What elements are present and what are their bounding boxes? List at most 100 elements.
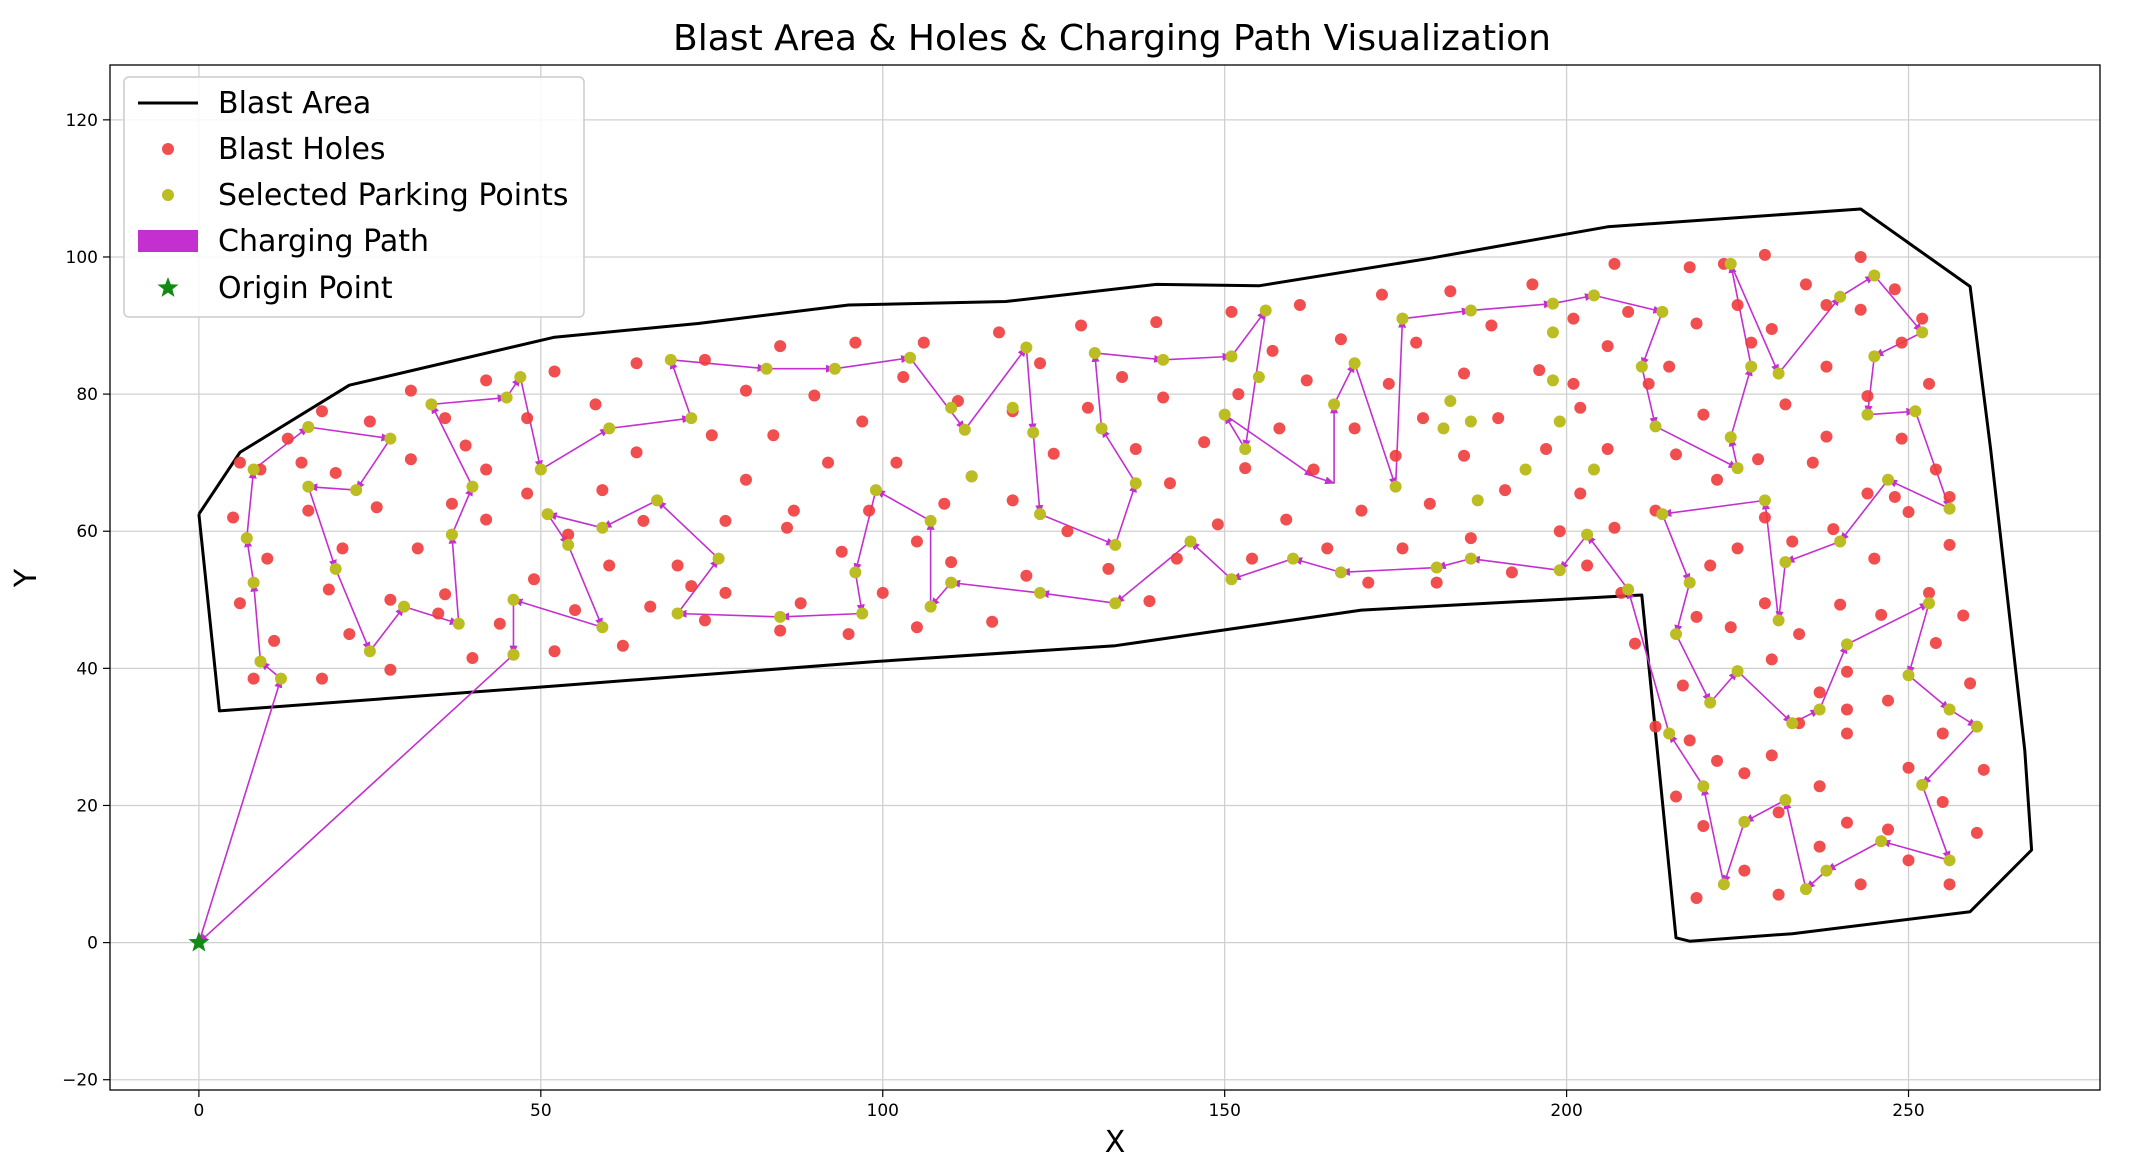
parking-point	[1635, 360, 1648, 373]
blast-hole-point	[1690, 892, 1703, 905]
blast-hole-point	[1854, 250, 1867, 263]
blast-hole-point	[1745, 336, 1758, 349]
blast-hole-point	[1362, 576, 1375, 589]
blast-hole-point	[521, 487, 534, 500]
parking-point	[1758, 494, 1771, 507]
blast-hole-point	[480, 374, 493, 387]
charging-path-segment	[1743, 799, 1786, 823]
charging-path-segment	[1775, 561, 1787, 622]
blast-hole-point	[1840, 703, 1853, 716]
blast-hole-point	[1813, 780, 1826, 793]
charging-path-segment	[1818, 643, 1848, 710]
charging-path-segment	[1722, 821, 1746, 886]
parking-point	[1581, 528, 1594, 541]
blast-hole-point	[268, 634, 281, 647]
blast-hole-point	[1670, 448, 1683, 461]
blast-hole-point	[637, 514, 650, 527]
blast-hole-point	[719, 586, 732, 599]
blast-hole-point	[1663, 360, 1676, 373]
blast-hole-point	[1793, 628, 1806, 641]
blast-hole-point	[938, 497, 951, 510]
charging-path-segment	[1674, 582, 1691, 636]
charging-path-segment	[540, 427, 611, 471]
blast-hole-point	[1923, 377, 1936, 390]
charging-path-segment	[1668, 732, 1705, 787]
blast-hole-point	[1697, 408, 1710, 421]
blast-hole-point	[890, 456, 903, 469]
blast-hole-point	[767, 429, 780, 442]
legend-label-path: Charging Path	[218, 224, 429, 259]
charging-path-segment	[1921, 784, 1951, 862]
parking-point	[1683, 576, 1696, 589]
parking-point	[1717, 878, 1730, 891]
blast-hole-point	[1888, 283, 1901, 296]
x-tick-label: 0	[193, 1101, 204, 1121]
blast-hole-point	[1273, 422, 1286, 435]
blast-hole-point	[302, 504, 315, 517]
blast-hole-point	[1574, 401, 1587, 414]
blast-hole-point	[521, 412, 534, 425]
blast-hole-point	[596, 484, 609, 497]
blast-hole-point	[1355, 504, 1368, 517]
blast-hole-point	[910, 621, 923, 634]
charging-path-segment	[1907, 602, 1930, 677]
blast-hole-point	[1895, 432, 1908, 445]
blast-hole-point	[1225, 305, 1238, 318]
parking-point	[1813, 703, 1826, 716]
parking-point	[1430, 561, 1443, 574]
y-tick-label: 80	[76, 385, 98, 405]
parking-point	[1157, 353, 1170, 366]
blast-hole-point	[993, 326, 1006, 339]
blast-hole-point	[1711, 473, 1724, 486]
parking-point	[596, 521, 609, 534]
charging-path-segment	[1313, 475, 1336, 485]
x-tick-label: 50	[530, 1101, 552, 1121]
blast-hole-point	[1711, 754, 1724, 767]
blast-hole-point	[986, 615, 999, 628]
charging-path-segment	[1641, 311, 1664, 368]
parking-point	[1868, 269, 1881, 282]
parking-point	[1738, 815, 1751, 828]
charging-path-segment	[355, 438, 392, 491]
y-axis-label: Y	[9, 568, 44, 588]
blast-hole-point	[1198, 436, 1211, 449]
charging-path-segment	[834, 355, 912, 370]
blast-hole-point	[897, 370, 910, 383]
blast-hole-point	[1464, 532, 1477, 545]
blast-hole-point	[1266, 344, 1279, 357]
charging-path-segment	[1737, 670, 1793, 724]
charging-path-segment	[1914, 410, 1951, 510]
blast-hole-point	[404, 384, 417, 397]
parking-point	[425, 398, 438, 411]
charging-path-segment	[1230, 309, 1267, 357]
blast-hole-point	[876, 586, 889, 599]
blast-hole-point	[863, 504, 876, 517]
blast-hole-point	[1601, 442, 1614, 455]
parking-point	[1006, 401, 1019, 414]
charging-path-segment	[1908, 674, 1951, 711]
parking-point	[1786, 717, 1799, 730]
charging-path-segment	[670, 359, 768, 372]
blast-hole-point	[1157, 391, 1170, 404]
blast-hole-point	[1628, 637, 1641, 650]
blast-hole-point	[1574, 487, 1587, 500]
blast-holes-layer	[227, 248, 1990, 905]
blast-hole-point	[439, 412, 452, 425]
blast-hole-point	[616, 639, 629, 652]
charging-path-segment	[546, 513, 569, 546]
parking-point	[302, 480, 315, 493]
blast-hole-point	[1731, 298, 1744, 311]
charging-path-segment	[1586, 533, 1629, 590]
parking-point	[1109, 538, 1122, 551]
chart-title: Blast Area & Holes & Charging Path Visua…	[673, 18, 1551, 59]
blast-hole-point	[1786, 535, 1799, 548]
blast-hole-point	[1902, 506, 1915, 519]
blast-hole-point	[1765, 322, 1778, 335]
charging-path-segment	[601, 499, 658, 529]
charging-path-segment	[1094, 352, 1165, 363]
blast-hole-point	[1840, 816, 1853, 829]
blast-hole-point	[1772, 806, 1785, 819]
blast-hole-point	[1977, 763, 1990, 776]
charging-path-segment	[1224, 414, 1315, 478]
blast-hole-point	[1102, 562, 1115, 575]
